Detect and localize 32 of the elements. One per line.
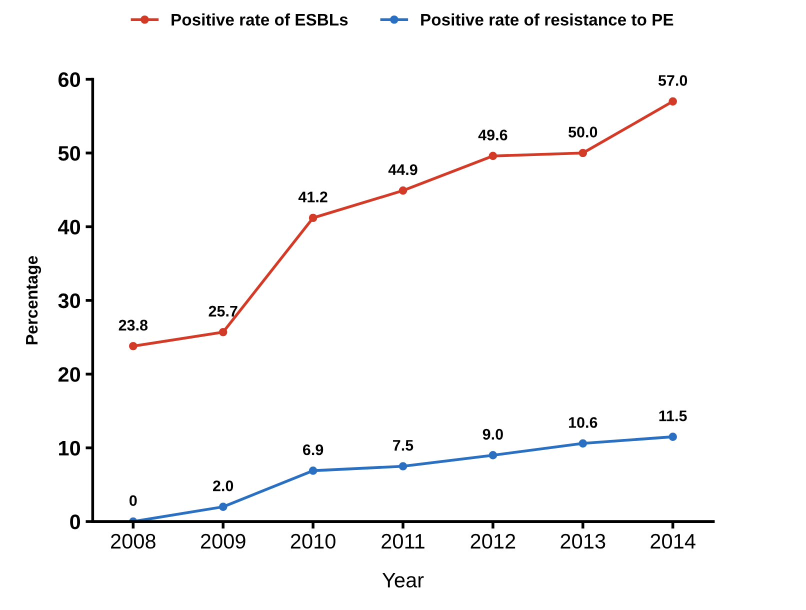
y-axis-title: Percentage bbox=[26, 256, 42, 344]
data-label: 9.0 bbox=[482, 428, 503, 440]
data-label: 2.0 bbox=[213, 480, 234, 492]
y-tick-label: 30 bbox=[58, 293, 80, 308]
x-tick-label: 2011 bbox=[382, 534, 424, 549]
x-tick-label: 2013 bbox=[560, 534, 606, 549]
x-tick-label: 2014 bbox=[650, 534, 696, 549]
data-label: 49.6 bbox=[478, 130, 508, 140]
data-label: 23.8 bbox=[118, 320, 148, 331]
data-label: 7.5 bbox=[393, 440, 414, 451]
y-tick-label: 0 bbox=[70, 514, 80, 530]
x-tick-label: 2012 bbox=[470, 534, 516, 549]
x-tick-label: 2009 bbox=[200, 534, 246, 549]
x-tick-label: 2010 bbox=[290, 534, 336, 549]
y-tick-label: 10 bbox=[59, 440, 80, 456]
data-label: 41.2 bbox=[298, 192, 328, 202]
y-tick-label: 50 bbox=[58, 146, 80, 161]
data-label: 10.6 bbox=[568, 417, 598, 428]
y-tick-label: 20 bbox=[58, 367, 80, 382]
data-label: 6.9 bbox=[302, 444, 324, 456]
data-label: 25.7 bbox=[208, 306, 238, 317]
x-axis-title: Year bbox=[382, 572, 424, 588]
data-label: 11.5 bbox=[659, 410, 687, 422]
y-tick-label: 40 bbox=[58, 220, 80, 234]
data-label: 57.0 bbox=[658, 75, 688, 86]
legend-label: Positive rate of ESBLs bbox=[172, 13, 348, 26]
legend-label: Positive rate of resistance to PE bbox=[421, 13, 674, 26]
y-tick-label: 60 bbox=[58, 72, 80, 88]
x-tick-label: 2008 bbox=[111, 534, 156, 549]
data-label: 50.0 bbox=[568, 126, 598, 138]
data-label: 0 bbox=[130, 495, 137, 506]
data-label: 44.9 bbox=[388, 164, 418, 176]
